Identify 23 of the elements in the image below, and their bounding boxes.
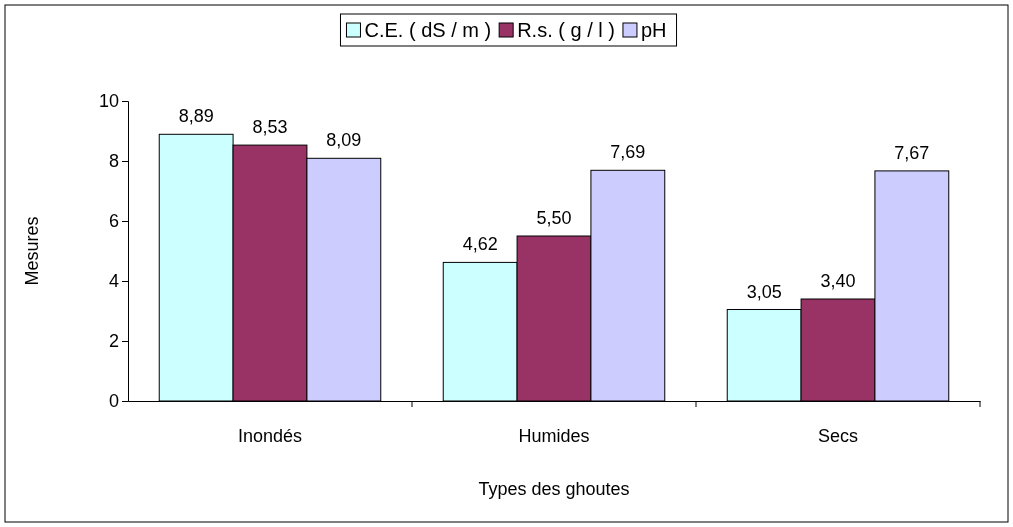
legend-label: pH (640, 19, 667, 41)
y-tick-label: 4 (108, 271, 119, 292)
y-tick-label: 6 (108, 211, 119, 232)
x-tick-label: Humides (518, 425, 590, 446)
data-label: 3,40 (820, 271, 856, 291)
y-tick-label: 0 (108, 391, 119, 412)
data-label: 5,50 (536, 208, 572, 228)
data-label: 8,53 (252, 117, 288, 138)
data-label: 3,05 (746, 281, 782, 302)
data-label: 8,89 (178, 106, 214, 127)
x-tick-label: Secs (817, 425, 859, 446)
x-tick-label: Inondés (237, 425, 303, 446)
y-tick-label: 8 (108, 151, 119, 172)
y-axis-title: Mesures (22, 216, 42, 286)
data-label: 7,69 (610, 142, 646, 163)
data-label: 7,67 (894, 142, 930, 163)
data-label: 4,62 (462, 234, 498, 255)
y-tick-label: 2 (108, 331, 119, 352)
y-tick-label: 10 (98, 91, 119, 112)
legend-label: R.s. ( g / l ) (517, 19, 615, 41)
x-axis-title: Types des ghoutes (478, 479, 630, 499)
legend-label: C.E. ( dS / m ) (364, 19, 492, 41)
data-label: 8,09 (326, 130, 362, 151)
